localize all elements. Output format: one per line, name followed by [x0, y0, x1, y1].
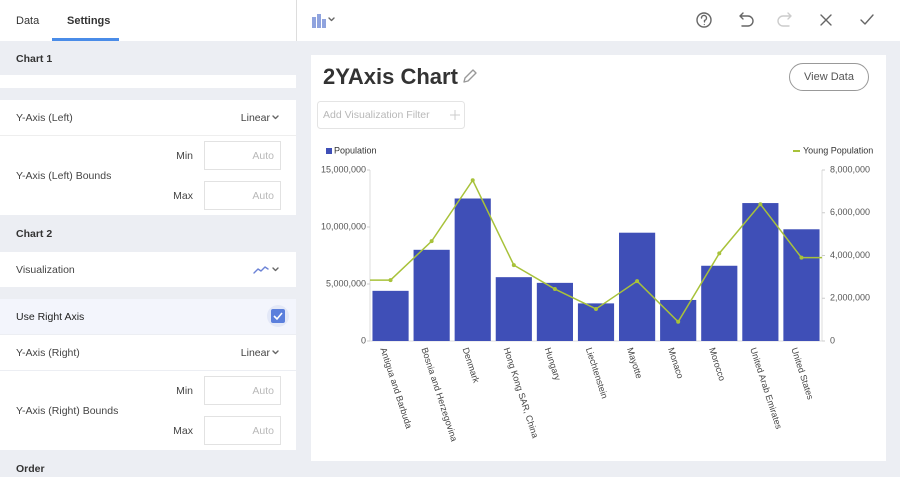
add-icon — [450, 110, 460, 120]
dropdown-arrow — [272, 350, 279, 355]
bar — [536, 282, 573, 341]
line-point — [552, 287, 557, 292]
input[interactable] — [204, 416, 281, 445]
setting-label: Min — [176, 385, 193, 397]
tab-underline — [52, 38, 119, 41]
bar — [413, 249, 450, 341]
close-icon[interactable] — [820, 14, 832, 26]
y-tick-label: 10,000,000 — [321, 221, 366, 231]
line-point — [511, 263, 516, 268]
legend-label: Population — [334, 145, 377, 155]
y2-tick-label: 6,000,000 — [830, 207, 870, 217]
setting-label: Y-Axis (Right) Bounds — [16, 405, 118, 417]
setting-label: Max — [173, 190, 194, 202]
y-tick-label: 15,000,000 — [321, 164, 366, 174]
row[interactable] — [0, 100, 296, 135]
line-point — [594, 306, 598, 311]
setting-label: Min — [176, 150, 193, 162]
line-point — [758, 202, 763, 207]
input[interactable] — [204, 141, 281, 170]
bar — [454, 198, 491, 341]
line-point — [799, 255, 804, 260]
row[interactable] — [0, 299, 296, 334]
confirm-icon[interactable] — [860, 14, 874, 25]
filter-box[interactable] — [317, 101, 465, 129]
line-point — [388, 278, 393, 283]
bar — [372, 290, 409, 341]
bar — [742, 203, 779, 341]
legend-label: Young Population — [803, 145, 873, 155]
bar — [495, 277, 532, 341]
bar — [701, 265, 738, 341]
section-header: Chart 1 — [16, 53, 52, 65]
line-point — [470, 178, 475, 183]
placeholder: Auto — [252, 425, 274, 437]
undo-icon[interactable] — [739, 12, 754, 27]
placeholder: Auto — [252, 385, 274, 397]
setting-label: Max — [173, 425, 194, 437]
y-tick-label: 0 — [361, 335, 366, 345]
setting-value[interactable]: Linear — [241, 347, 271, 359]
bar — [619, 232, 656, 341]
legend-swatch — [326, 148, 332, 154]
row — [0, 75, 296, 88]
view-data-button[interactable] — [789, 63, 869, 91]
chart-title: 2YAxis Chart — [323, 64, 459, 89]
row[interactable] — [0, 252, 296, 287]
checkmark — [273, 312, 283, 321]
tab[interactable]: Data — [16, 15, 40, 27]
y2-tick-label: 2,000,000 — [830, 293, 870, 303]
input[interactable] — [204, 181, 281, 210]
help-icon[interactable] — [696, 12, 712, 28]
section-header: Order — [16, 463, 45, 475]
setting-label: Use Right Axis — [16, 311, 84, 323]
dropdown-arrow — [272, 267, 279, 272]
setting-label: Y-Axis (Left) — [16, 112, 73, 124]
placeholder: Add Visualization Filter — [323, 109, 430, 121]
line-point — [676, 319, 681, 324]
redo-icon[interactable] — [777, 12, 792, 27]
chart: 0 5,000,000 10,000,000 15,000,000 0 2,000,000… — [321, 145, 873, 442]
line-point — [429, 239, 434, 244]
section-header: Chart 2 — [16, 228, 52, 240]
setting-label: Y-Axis (Left) Bounds — [16, 170, 111, 182]
button-label: View Data — [804, 71, 855, 83]
edit-icon[interactable] — [463, 69, 477, 83]
setting-label: Y-Axis (Right) — [16, 347, 80, 359]
placeholder: Auto — [252, 190, 274, 202]
bar — [783, 229, 820, 341]
tab-active[interactable]: Settings — [67, 15, 110, 27]
y-tick-label: 5,000,000 — [326, 278, 366, 288]
checkbox[interactable] — [271, 309, 285, 323]
visualization-icon[interactable] — [253, 266, 269, 274]
input[interactable] — [204, 376, 281, 405]
setting-label: Visualization — [16, 264, 75, 276]
top-bar — [0, 0, 900, 41]
placeholder: Auto — [252, 150, 274, 162]
y2-tick-label: 4,000,000 — [830, 250, 870, 260]
line-point — [635, 279, 640, 284]
y2-tick-label: 0 — [830, 335, 835, 345]
dropdown-arrow — [272, 115, 279, 120]
chart-type-icon[interactable] — [312, 14, 335, 28]
setting-value[interactable]: Linear — [241, 112, 271, 124]
row[interactable] — [0, 335, 296, 370]
line-point — [717, 251, 722, 256]
y2-tick-label: 8,000,000 — [830, 164, 870, 174]
